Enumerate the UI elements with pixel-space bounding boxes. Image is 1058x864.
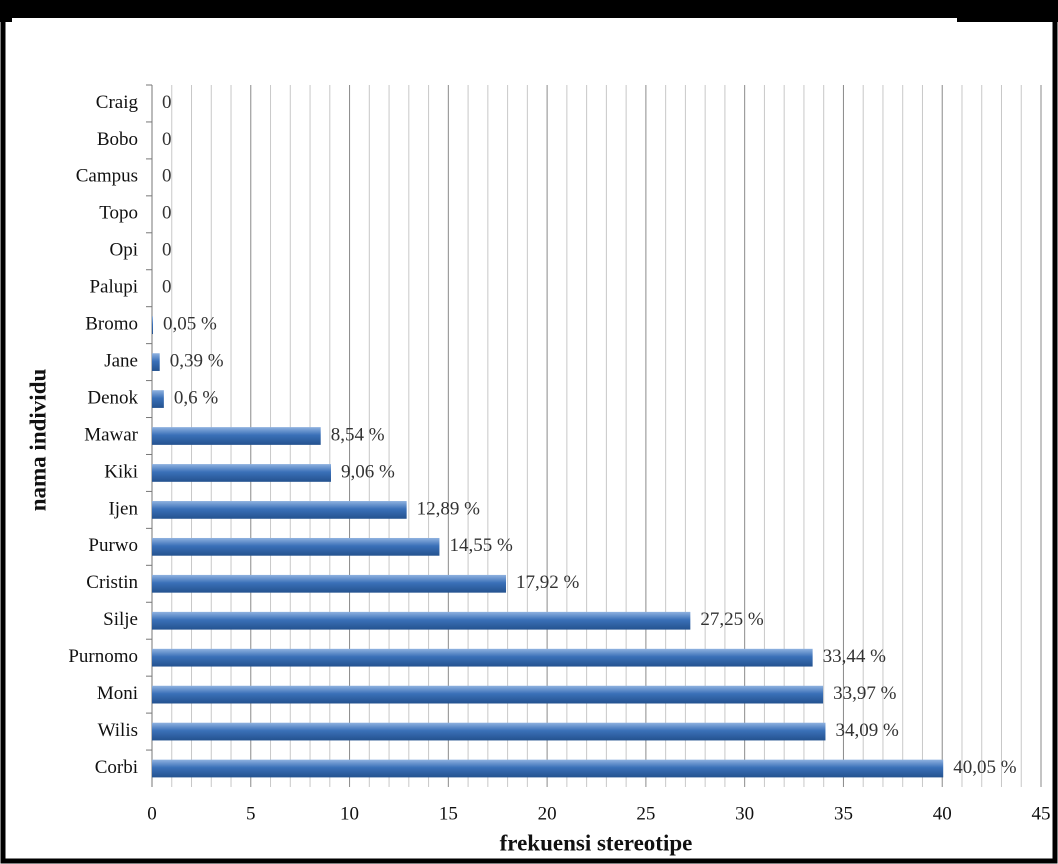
bar (152, 316, 153, 334)
value-label: 0 (162, 277, 172, 298)
value-label: 0 (162, 129, 172, 150)
y-axis-title: nama individu (25, 369, 50, 512)
x-tick-label: 10 (340, 803, 359, 824)
y-tick-label: Opi (110, 240, 139, 261)
y-tick-label: Ijen (108, 498, 138, 519)
x-tick-label: 25 (636, 803, 655, 824)
value-label: 9,06 % (341, 461, 395, 482)
y-tick-label: Purnomo (68, 646, 138, 667)
x-tick-label: 5 (246, 803, 256, 824)
x-axis-title: frekuensi stereotipe (500, 830, 693, 855)
bar (152, 723, 825, 741)
x-tick-label: 40 (933, 803, 952, 824)
y-tick-label: Purwo (88, 535, 138, 556)
bar (152, 353, 160, 371)
bar (152, 464, 331, 482)
chart: 0 5 10 15 20 25 30 35 40 45 Craig 0 Bobo 0 Campus 0 Topo… (0, 0, 1058, 864)
value-label: 33,97 % (833, 683, 897, 704)
value-label: 27,25 % (700, 609, 764, 630)
bar (152, 686, 823, 704)
value-label: 0,6 % (174, 387, 219, 408)
y-tick-label: Bobo (97, 129, 138, 150)
value-label: 33,44 % (823, 646, 887, 667)
value-label: 12,89 % (417, 498, 481, 519)
bar (152, 427, 321, 445)
bar (152, 760, 943, 778)
bar (152, 390, 164, 408)
top-bar-gap (12, 18, 957, 24)
value-label: 34,09 % (835, 720, 899, 741)
y-tick-label: Mawar (84, 424, 138, 445)
x-tick-label: 30 (735, 803, 754, 824)
y-tick-label: Campus (76, 166, 138, 187)
y-tick-label: Kiki (104, 461, 138, 482)
value-label: 0 (162, 203, 172, 224)
value-label: 0 (162, 240, 172, 261)
plot: 0 5 10 15 20 25 30 35 40 45 Craig 0 Bobo 0 Campus 0 Topo… (68, 85, 1050, 824)
x-tick-label: 20 (538, 803, 557, 824)
value-label: 40,05 % (953, 757, 1017, 778)
x-tick-label: 15 (439, 803, 458, 824)
value-label: 0 (162, 92, 172, 113)
value-label: 0,39 % (170, 350, 224, 371)
x-tick-label: 0 (147, 803, 157, 824)
value-label: 0 (162, 166, 172, 187)
y-tick-label: Denok (87, 387, 138, 408)
y-tick-label: Bromo (85, 314, 138, 335)
bar (152, 649, 813, 667)
y-tick-label: Corbi (95, 757, 138, 778)
y-tick-label: Silje (103, 609, 138, 630)
y-tick-label: Cristin (86, 572, 138, 593)
bar (152, 538, 439, 556)
value-label: 0,05 % (163, 314, 217, 335)
page: {"chart_data": {"type": "bar", "orientat… (0, 0, 1058, 864)
x-tick-label: 45 (1032, 803, 1051, 824)
x-tick-label: 35 (834, 803, 853, 824)
y-tick-label: Palupi (89, 277, 138, 298)
value-label: 8,54 % (331, 424, 385, 445)
bar (152, 501, 407, 519)
value-label: 14,55 % (449, 535, 513, 556)
bar (152, 612, 690, 630)
y-tick-label: Moni (97, 683, 138, 704)
y-tick-label: Craig (96, 92, 139, 113)
value-label: 17,92 % (516, 572, 580, 593)
y-tick-label: Topo (99, 203, 138, 224)
y-tick-label: Jane (104, 350, 138, 371)
y-tick-label: Wilis (98, 720, 138, 741)
bar (152, 575, 506, 593)
